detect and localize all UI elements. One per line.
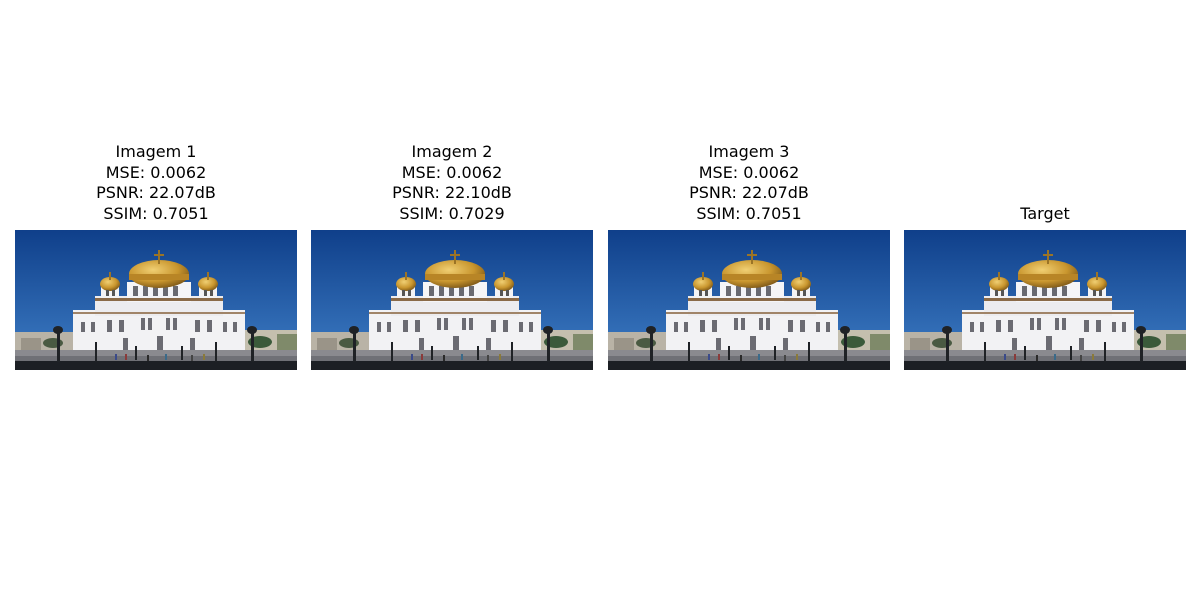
panel-titles: Imagem 2 MSE: 0.0062 PSNR: 22.10dB SSIM:… xyxy=(271,142,633,224)
mse-label: MSE: 0.0062 xyxy=(401,162,503,182)
target-panel: Target xyxy=(904,204,1186,370)
comparison-panel-1: Imagem 1 MSE: 0.0062 PSNR: 22.07dB SSIM:… xyxy=(15,142,297,370)
reconstructed-image xyxy=(15,230,297,370)
psnr-label: PSNR: 22.07dB xyxy=(689,183,809,202)
panel-title: Imagem 2 xyxy=(411,142,493,161)
panel-titles: Imagem 3 MSE: 0.0062 PSNR: 22.07dB SSIM:… xyxy=(568,142,930,224)
ssim-label: SSIM: 0.7051 xyxy=(103,203,209,223)
reconstructed-image xyxy=(311,230,593,370)
panel-title: Target xyxy=(1020,203,1070,223)
psnr-label: PSNR: 22.07dB xyxy=(96,183,216,202)
mse-label: MSE: 0.0062 xyxy=(105,162,207,182)
target-image xyxy=(904,230,1186,370)
psnr-label: PSNR: 22.10dB xyxy=(392,183,512,202)
ssim-label: SSIM: 0.7029 xyxy=(399,203,505,223)
reconstructed-image xyxy=(608,230,890,370)
panel-titles: Target xyxy=(864,204,1200,225)
comparison-panel-3: Imagem 3 MSE: 0.0062 PSNR: 22.07dB SSIM:… xyxy=(608,142,890,370)
panel-title: Imagem 1 xyxy=(115,142,197,161)
panel-title: Imagem 3 xyxy=(708,142,790,161)
mse-label: MSE: 0.0062 xyxy=(698,162,800,182)
panel-titles: Imagem 1 MSE: 0.0062 PSNR: 22.07dB SSIM:… xyxy=(0,142,337,224)
ssim-label: SSIM: 0.7051 xyxy=(696,203,802,223)
comparison-panel-2: Imagem 2 MSE: 0.0062 PSNR: 22.10dB SSIM:… xyxy=(311,142,593,370)
